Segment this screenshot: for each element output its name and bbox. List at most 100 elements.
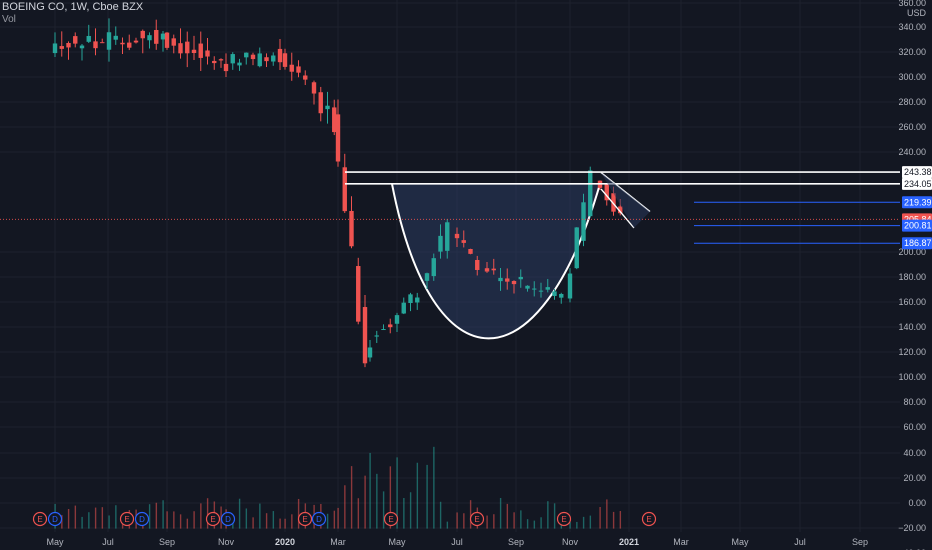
candle-body	[133, 40, 139, 43]
candle-body	[394, 315, 400, 324]
volume-bar	[382, 491, 385, 529]
price-axis[interactable]: 360.00 340.00 320.00 300.00 280.00 260.00 240.…	[898, 0, 932, 550]
volume-bar	[357, 498, 360, 529]
price-label-box	[902, 177, 932, 190]
time-tick-label: May	[388, 537, 406, 547]
candle-body	[468, 248, 473, 254]
earnings-marker	[119, 511, 135, 527]
volume-bar	[433, 446, 435, 529]
volume-bar	[297, 498, 300, 529]
price-tick-label: 20.00	[903, 473, 926, 483]
candlesticks	[52, 18, 623, 368]
candle-body	[408, 294, 413, 304]
candle-body	[325, 105, 330, 110]
candle-body	[311, 82, 317, 94]
event-marker-letter: E	[388, 515, 393, 524]
volume-bar	[265, 513, 268, 529]
candle-body	[277, 48, 283, 63]
volume-bar	[326, 513, 329, 529]
candle-body	[525, 285, 530, 289]
volume-bar	[389, 466, 392, 529]
candle-body	[282, 53, 288, 67]
volume-bar	[520, 510, 522, 529]
event-marker-letter: E	[561, 515, 566, 524]
candle-body	[250, 54, 256, 60]
time-axis[interactable]: May Jul Sep Nov 2020 Mar May Jul Sep Nov 2021 Mar Ma…	[46, 537, 868, 547]
candle-body	[438, 235, 443, 252]
volume-bar	[589, 515, 592, 529]
candle-body	[475, 259, 480, 270]
earnings-marker	[556, 511, 572, 527]
candle-body	[237, 62, 242, 66]
volume-bar	[469, 500, 472, 529]
candle-body	[66, 42, 71, 48]
time-tick-label: May	[46, 537, 64, 547]
candle-body	[230, 54, 235, 64]
volume-bar	[350, 466, 353, 529]
candle-body	[552, 291, 557, 296]
candle-body	[505, 278, 510, 282]
volume-bar	[252, 517, 254, 529]
candle-body	[198, 43, 203, 58]
event-marker-letter: E	[124, 515, 129, 524]
price-tick-label: 260.00	[898, 122, 926, 132]
price-tick-label: −20.00	[898, 523, 926, 533]
time-tick-label: Sep	[852, 537, 868, 547]
candle-body	[332, 107, 337, 133]
candle-body	[532, 288, 537, 290]
price-label-box	[902, 237, 932, 250]
volume-bar	[576, 521, 578, 529]
price-tick-label: 40.00	[903, 448, 926, 458]
volume-bar	[108, 515, 110, 529]
volume-bar	[333, 510, 336, 529]
volume-bar	[238, 498, 241, 529]
candle-body	[461, 240, 466, 243]
volume-bar	[409, 492, 412, 529]
event-marker-letter: E	[646, 515, 651, 524]
volume-bar	[162, 500, 164, 529]
symbol-title[interactable]: BOEING CO, 1W, Cboe BZX	[2, 1, 144, 13]
dividend-marker	[311, 511, 327, 527]
time-tick-label: Jul	[794, 537, 806, 547]
time-tick-label: Jul	[102, 537, 114, 547]
price-label-text: 219.39	[904, 197, 932, 207]
volume-bar	[81, 516, 83, 529]
volume-bar	[619, 511, 622, 529]
candle-body	[349, 210, 354, 247]
volume-bar	[115, 505, 117, 529]
cup-pattern	[391, 183, 601, 340]
candle-body	[604, 184, 609, 201]
volume-bar	[173, 511, 175, 529]
volume-bar	[456, 512, 458, 529]
candle-body	[401, 302, 406, 314]
volume-bar	[499, 497, 502, 529]
candle-body	[140, 30, 145, 39]
candle-body	[588, 170, 593, 217]
price-tick-label: 240.00	[898, 147, 926, 157]
event-marker-letter: D	[225, 515, 231, 524]
price-tick-label: 280.00	[898, 97, 926, 107]
volume-bar	[463, 513, 465, 529]
candle-body	[491, 268, 496, 271]
dividend-marker	[134, 511, 150, 527]
volume-bar	[553, 503, 556, 529]
price-tick-label: 180.00	[898, 272, 926, 282]
chart-header: BOEING CO, 1W, Cboe BZX Vol	[2, 1, 143, 25]
candle-body	[374, 335, 379, 337]
event-marker-letter: E	[210, 515, 215, 524]
volume-bar	[547, 501, 549, 529]
price-tick-label: 0.00	[908, 498, 926, 508]
volume-bar	[426, 464, 428, 529]
event-marker-letter: E	[302, 515, 307, 524]
volume-bar	[369, 452, 371, 529]
candle-body	[567, 273, 573, 299]
volume-bar	[612, 511, 615, 529]
volume-bar	[337, 507, 339, 529]
volume-bar	[101, 507, 104, 529]
candle-body	[147, 35, 152, 41]
volume-indicator-label[interactable]: Vol	[2, 14, 16, 25]
candle-body	[574, 227, 579, 269]
candle-body	[484, 268, 490, 272]
